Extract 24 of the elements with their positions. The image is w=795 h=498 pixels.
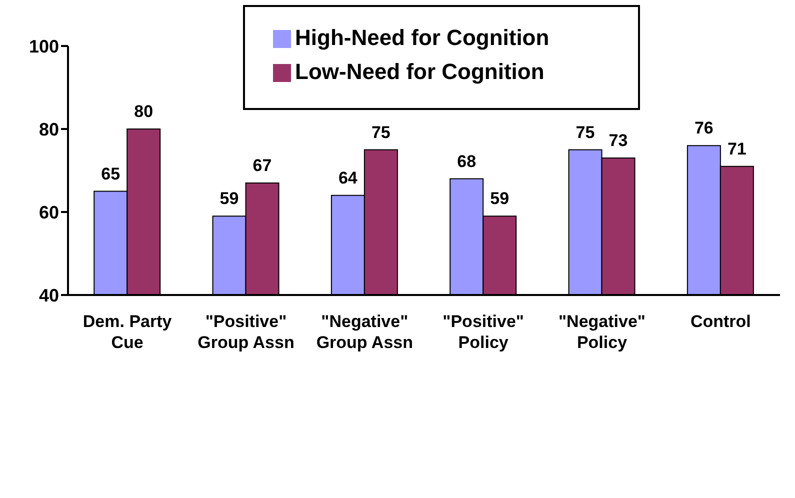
- x-tick-label: Dem. Party Cue: [82, 312, 172, 352]
- data-label: 65: [101, 164, 120, 184]
- data-label: 64: [338, 168, 358, 188]
- data-label: 76: [694, 118, 714, 138]
- data-label: 71: [727, 139, 746, 158]
- data-label: 68: [457, 152, 476, 171]
- x-tick-label: Control: [690, 312, 751, 331]
- legend-label: Low-Need for Cognition: [295, 59, 544, 84]
- y-tick-label: 80: [38, 119, 59, 140]
- data-label: 80: [134, 102, 154, 121]
- x-tick-label: "Negative" Group Assn: [316, 312, 413, 352]
- data-label: 59: [490, 189, 510, 208]
- legend-label: High-Need for Cognition: [295, 25, 550, 50]
- data-label: 75: [576, 122, 595, 142]
- x-tick-label: "Negative" Policy: [558, 312, 646, 352]
- y-tick-label: 40: [38, 285, 59, 306]
- y-tick-label: 100: [28, 36, 59, 56]
- data-label: 67: [252, 156, 272, 175]
- y-tick-label: 60: [38, 202, 59, 222]
- data-label: 75: [371, 122, 390, 142]
- data-label: 59: [220, 189, 239, 208]
- data-label: 73: [608, 131, 628, 150]
- x-tick-label: "Positive" Group Assn: [198, 312, 294, 352]
- x-tick-label: "Positive" Policy: [442, 312, 524, 352]
